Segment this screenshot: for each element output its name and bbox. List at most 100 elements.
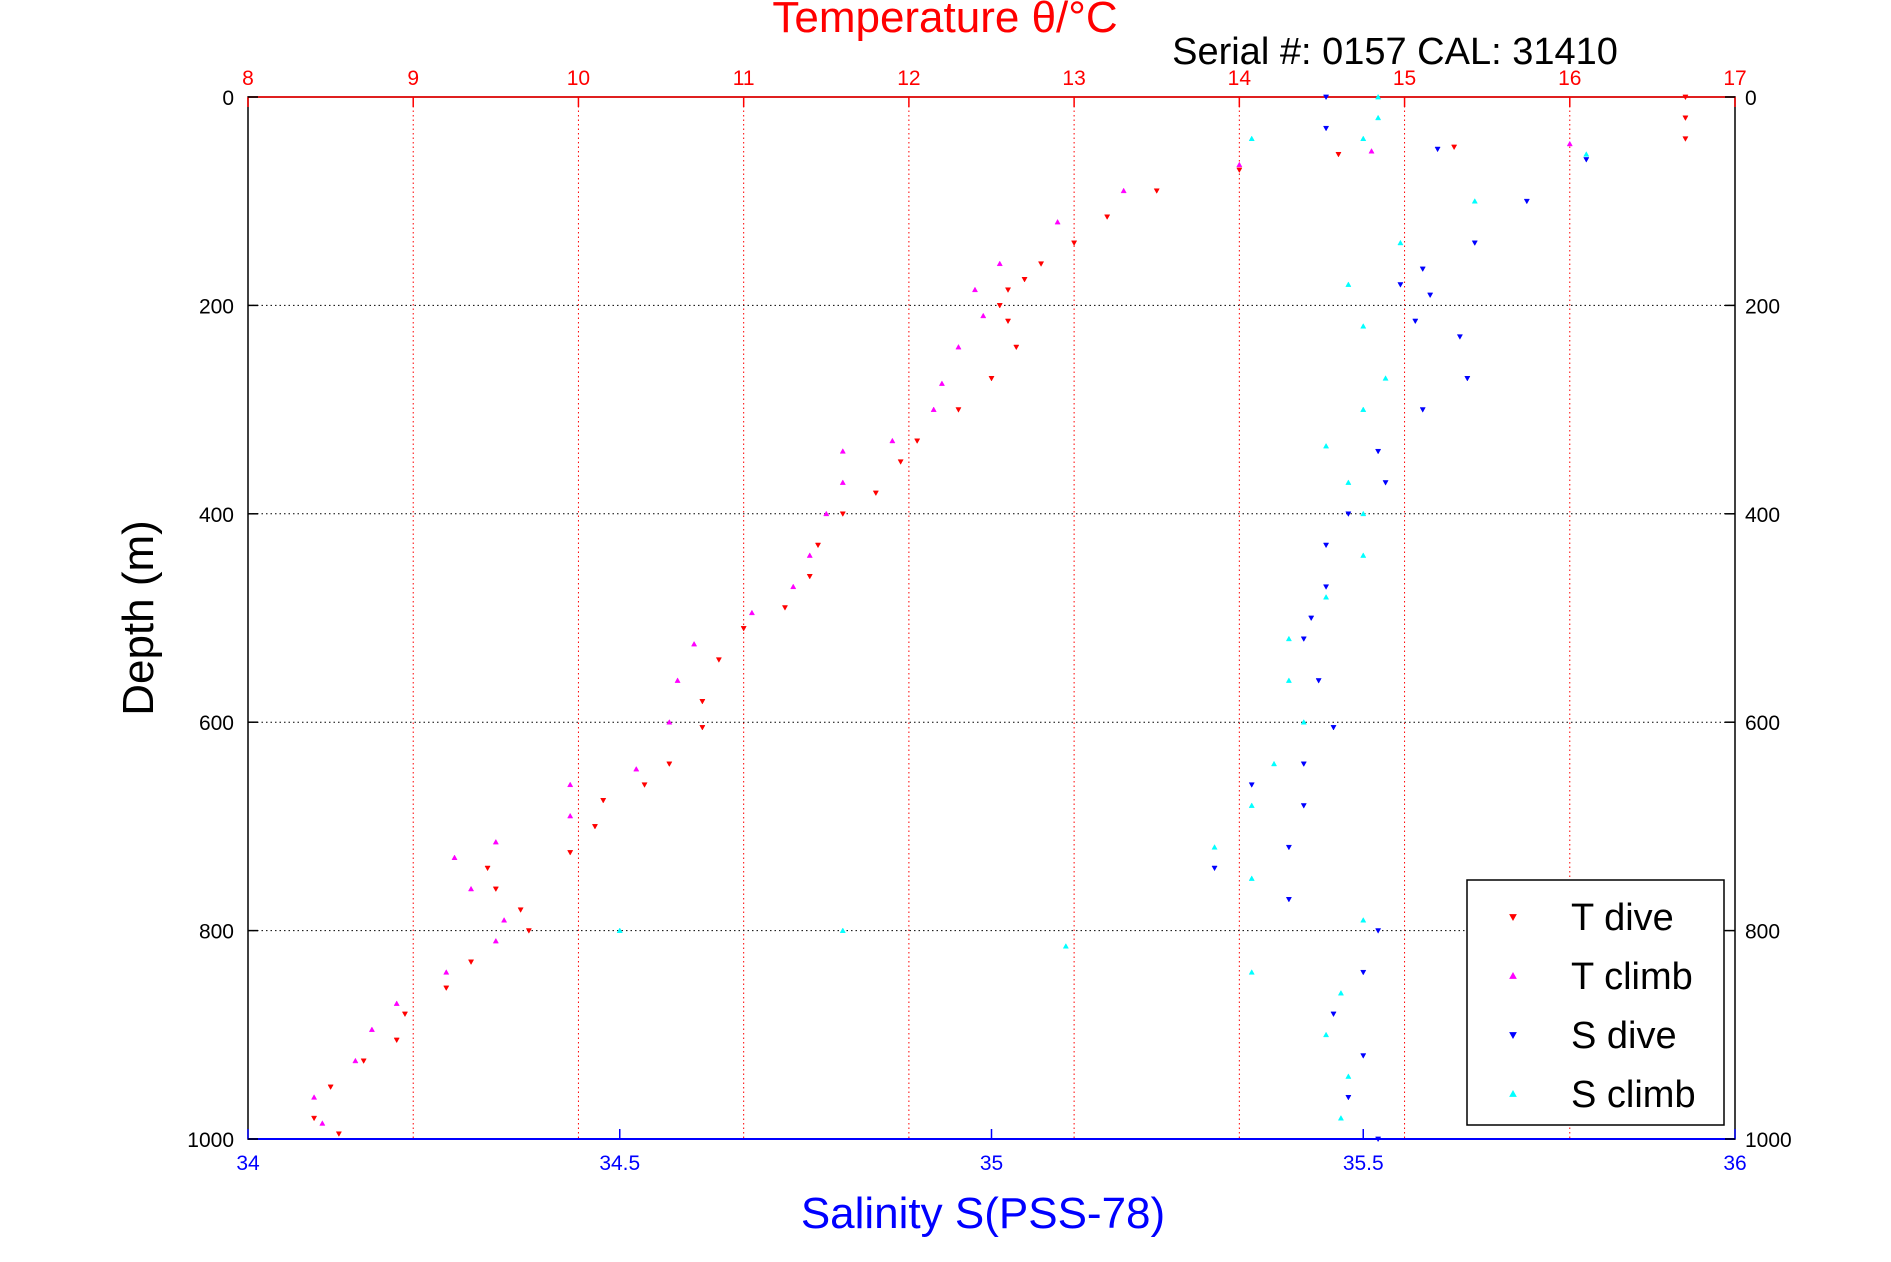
top-tick-label: 14	[1228, 67, 1252, 90]
data-point	[1004, 318, 1012, 325]
series-t-dive	[311, 94, 1689, 1137]
data-point	[352, 1057, 359, 1064]
data-point	[1330, 1011, 1337, 1018]
legend-items: T dive T climb S dive S climb	[1509, 897, 1696, 1116]
data-point	[1248, 135, 1255, 142]
right-tick-label: 400	[1745, 504, 1780, 527]
data-point	[443, 985, 450, 992]
data-point	[1335, 151, 1342, 158]
data-point	[1345, 479, 1352, 485]
data-point	[1375, 928, 1382, 934]
data-point	[1315, 678, 1322, 684]
right-tick-label: 1000	[1745, 1129, 1792, 1152]
data-point	[1211, 844, 1218, 850]
data-point	[525, 928, 532, 934]
top-tick-label: 9	[407, 67, 419, 90]
data-point	[1104, 214, 1111, 220]
data-point	[1583, 157, 1590, 163]
data-point	[1271, 760, 1278, 767]
data-point	[1375, 1136, 1382, 1143]
data-point	[839, 479, 846, 485]
legend-marker	[1509, 1032, 1517, 1040]
data-point	[1427, 292, 1434, 299]
grid	[248, 97, 1735, 1139]
data-point	[492, 838, 499, 845]
data-point	[1323, 125, 1330, 132]
data-point	[501, 917, 508, 923]
data-point	[1471, 198, 1478, 204]
data-point	[1523, 198, 1530, 205]
data-point	[1345, 281, 1352, 287]
left-tick-label: 200	[199, 295, 234, 318]
legend-label: T climb	[1571, 956, 1693, 998]
data-point	[1300, 803, 1307, 809]
data-point	[401, 1011, 408, 1018]
data-point	[1323, 1031, 1330, 1038]
data-point	[1360, 510, 1367, 517]
data-point	[443, 969, 450, 975]
data-point	[1062, 943, 1069, 949]
series-s-dive	[1211, 94, 1590, 1143]
data-point	[996, 260, 1003, 267]
data-point	[567, 812, 574, 819]
data-point	[1285, 844, 1292, 851]
data-point	[790, 583, 797, 590]
chart-subtitle: Serial #: 0157 CAL: 31410	[1172, 31, 1618, 73]
top-tick-label: 10	[567, 67, 590, 90]
data-point	[955, 407, 962, 413]
data-point	[1300, 761, 1307, 767]
legend-marker	[1509, 971, 1517, 979]
right-tick-label: 800	[1745, 921, 1780, 944]
data-point	[1248, 802, 1255, 808]
data-point	[360, 1058, 367, 1064]
left-tick-label: 1000	[187, 1129, 234, 1152]
data-point	[1071, 240, 1078, 246]
data-point	[1360, 323, 1367, 329]
data-point	[1375, 93, 1382, 100]
data-point	[1285, 897, 1292, 903]
top-tick-label: 13	[1062, 67, 1085, 90]
data-point	[567, 850, 574, 856]
data-point	[740, 626, 747, 632]
data-point	[1021, 277, 1028, 283]
data-point	[1004, 287, 1012, 293]
axis-ticks: 8 9 10 11 12 13 14 15 16 17 34 34.5 35 35.5 36 0 0 200 200…	[187, 67, 1791, 1175]
data-point	[1013, 344, 1020, 351]
data-point	[938, 380, 945, 386]
data-point	[1682, 115, 1689, 121]
right-tick-label: 200	[1745, 295, 1780, 318]
data-point	[1285, 635, 1292, 642]
data-point	[1360, 969, 1367, 976]
data-point	[492, 937, 499, 944]
data-point	[1330, 725, 1337, 731]
left-tick-label: 800	[199, 921, 234, 944]
data-point	[1323, 94, 1330, 101]
left-tick-label: 400	[199, 504, 234, 527]
data-point	[1419, 266, 1426, 273]
x-axis-label: Salinity S(PSS-78)	[801, 1189, 1165, 1238]
top-tick-label: 17	[1723, 67, 1746, 90]
data-point	[806, 552, 813, 558]
data-point	[748, 609, 755, 616]
data-point	[468, 885, 475, 892]
legend-box	[1466, 879, 1725, 1126]
data-point	[1583, 151, 1590, 157]
data-point	[1456, 334, 1463, 340]
data-point	[1300, 719, 1307, 725]
data-point	[1337, 990, 1344, 996]
bottom-tick-label: 35.5	[1343, 1152, 1384, 1175]
data-point	[1285, 677, 1292, 683]
data-point	[616, 927, 623, 933]
data-point	[1360, 552, 1367, 558]
legend-label: T dive	[1571, 897, 1674, 939]
data-point	[980, 312, 987, 319]
top-tick-label: 16	[1558, 67, 1581, 90]
data-point	[1211, 865, 1218, 872]
data-marks	[311, 93, 1689, 1143]
top-tick-label: 12	[897, 67, 920, 90]
data-point	[1308, 615, 1315, 622]
data-point	[1360, 917, 1367, 923]
data-point	[393, 1000, 400, 1006]
data-point	[955, 343, 962, 350]
